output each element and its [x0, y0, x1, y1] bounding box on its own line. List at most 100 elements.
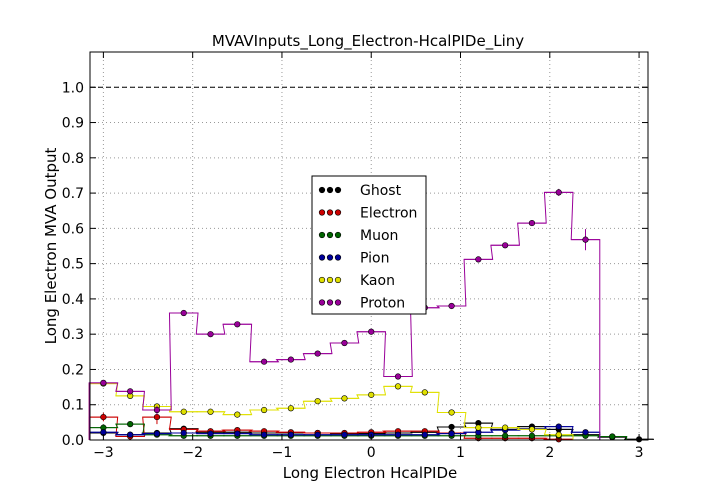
data-point — [287, 356, 294, 363]
data-point — [234, 411, 241, 418]
x-tick-label: 3 — [635, 445, 644, 461]
legend-marker — [318, 231, 326, 239]
legend-marker — [334, 299, 342, 306]
data-point — [528, 432, 536, 439]
data-point — [555, 431, 562, 438]
legend-marker — [334, 209, 342, 216]
data-point — [180, 408, 187, 415]
legend-marker — [326, 299, 334, 306]
legend-marker — [326, 276, 334, 284]
data-point — [555, 423, 562, 430]
y-tick-label: 0.6 — [62, 221, 84, 237]
legend-marker — [334, 276, 342, 284]
data-point — [207, 331, 214, 338]
legend-marker — [318, 254, 326, 261]
legend-label: Pion — [360, 251, 389, 267]
data-point — [341, 339, 348, 347]
plot-frame — [89, 51, 649, 441]
y-tick-label: 0.8 — [62, 151, 84, 167]
data-point — [314, 398, 321, 405]
legend: Ghost Electron Muon Pion Kaon Proton — [311, 175, 427, 315]
data-point — [448, 409, 455, 416]
data-point — [180, 429, 187, 437]
data-point — [341, 395, 348, 402]
legend-label: Proton — [360, 296, 405, 312]
legend-marker — [318, 209, 326, 216]
data-point — [341, 431, 348, 438]
y-tick-label: 0.4 — [62, 292, 84, 308]
legend-label: Kaon — [360, 273, 395, 289]
data-point — [475, 256, 482, 263]
data-point — [502, 242, 509, 249]
legend-marker — [326, 231, 334, 239]
data-point — [153, 413, 161, 421]
data-point — [314, 431, 321, 438]
data-point — [234, 321, 241, 328]
data-point — [448, 423, 455, 431]
legend-box — [311, 175, 427, 315]
data-point — [528, 426, 536, 433]
legend-label: Ghost — [360, 183, 402, 199]
chart-title: MVAVInputs_Long_Electron-HcalPIDe_Liny — [212, 32, 524, 51]
y-tick-label: 0.0 — [62, 433, 84, 449]
data-point — [234, 430, 241, 437]
data-point — [421, 431, 428, 438]
x-tick-label: 0 — [367, 445, 376, 461]
data-point — [368, 391, 375, 398]
y-tick-label: 0.1 — [62, 398, 84, 414]
data-point — [287, 431, 294, 438]
legend-marker — [334, 231, 342, 239]
data-point — [502, 424, 509, 431]
data-point — [609, 433, 616, 440]
data-point — [314, 350, 321, 357]
series-layer — [88, 188, 654, 443]
y-axis-label: Long Electron MVA Output — [42, 148, 60, 345]
data-point — [555, 189, 562, 196]
legend-label: Electron — [360, 206, 417, 222]
legend-label: Muon — [360, 228, 398, 244]
y-tick-label: 0.7 — [62, 186, 84, 202]
x-tick-label: −1 — [272, 445, 293, 461]
legend-marker — [326, 186, 334, 194]
legend-marker — [318, 186, 326, 194]
x-axis-label: Long Electron HcalPIDe — [283, 464, 458, 482]
data-point — [448, 302, 455, 310]
data-point — [127, 431, 134, 438]
data-point — [153, 430, 161, 437]
data-point — [207, 408, 214, 415]
data-point — [582, 429, 589, 436]
x-tick-label: −3 — [93, 445, 114, 461]
data-point — [394, 383, 402, 390]
data-point — [394, 373, 402, 380]
y-tick-label: 0.5 — [62, 257, 84, 273]
data-point — [100, 413, 107, 421]
data-point — [260, 358, 268, 365]
legend-marker — [326, 209, 334, 216]
data-point — [528, 219, 536, 227]
y-tick-label: 1.0 — [62, 80, 84, 96]
x-tick-label: 1 — [456, 445, 465, 461]
data-point — [260, 406, 268, 414]
data-point — [421, 389, 428, 396]
axis-ticks: −3 −2 −1 0 1 2 3 0.0 0.1 0.2 0.3 0.4 0.5 0.6 0.7 0.8 0.9… — [62, 52, 648, 461]
legend-marker — [318, 299, 326, 306]
data-point — [127, 388, 134, 395]
data-point — [448, 430, 455, 437]
legend-marker — [318, 276, 326, 284]
y-tick-label: 0.9 — [62, 116, 84, 132]
y-tick-label: 0.2 — [62, 362, 84, 378]
data-point — [502, 432, 509, 439]
x-tick-label: −2 — [182, 445, 203, 461]
data-point — [260, 431, 268, 438]
data-point — [475, 424, 482, 431]
legend-marker — [326, 254, 334, 261]
data-point — [207, 430, 214, 437]
data-point — [287, 405, 294, 412]
data-point — [127, 421, 134, 428]
data-point — [582, 236, 589, 243]
legend-marker — [334, 254, 342, 261]
series-proton — [88, 188, 601, 440]
data-point — [180, 309, 187, 317]
data-point — [153, 406, 161, 414]
